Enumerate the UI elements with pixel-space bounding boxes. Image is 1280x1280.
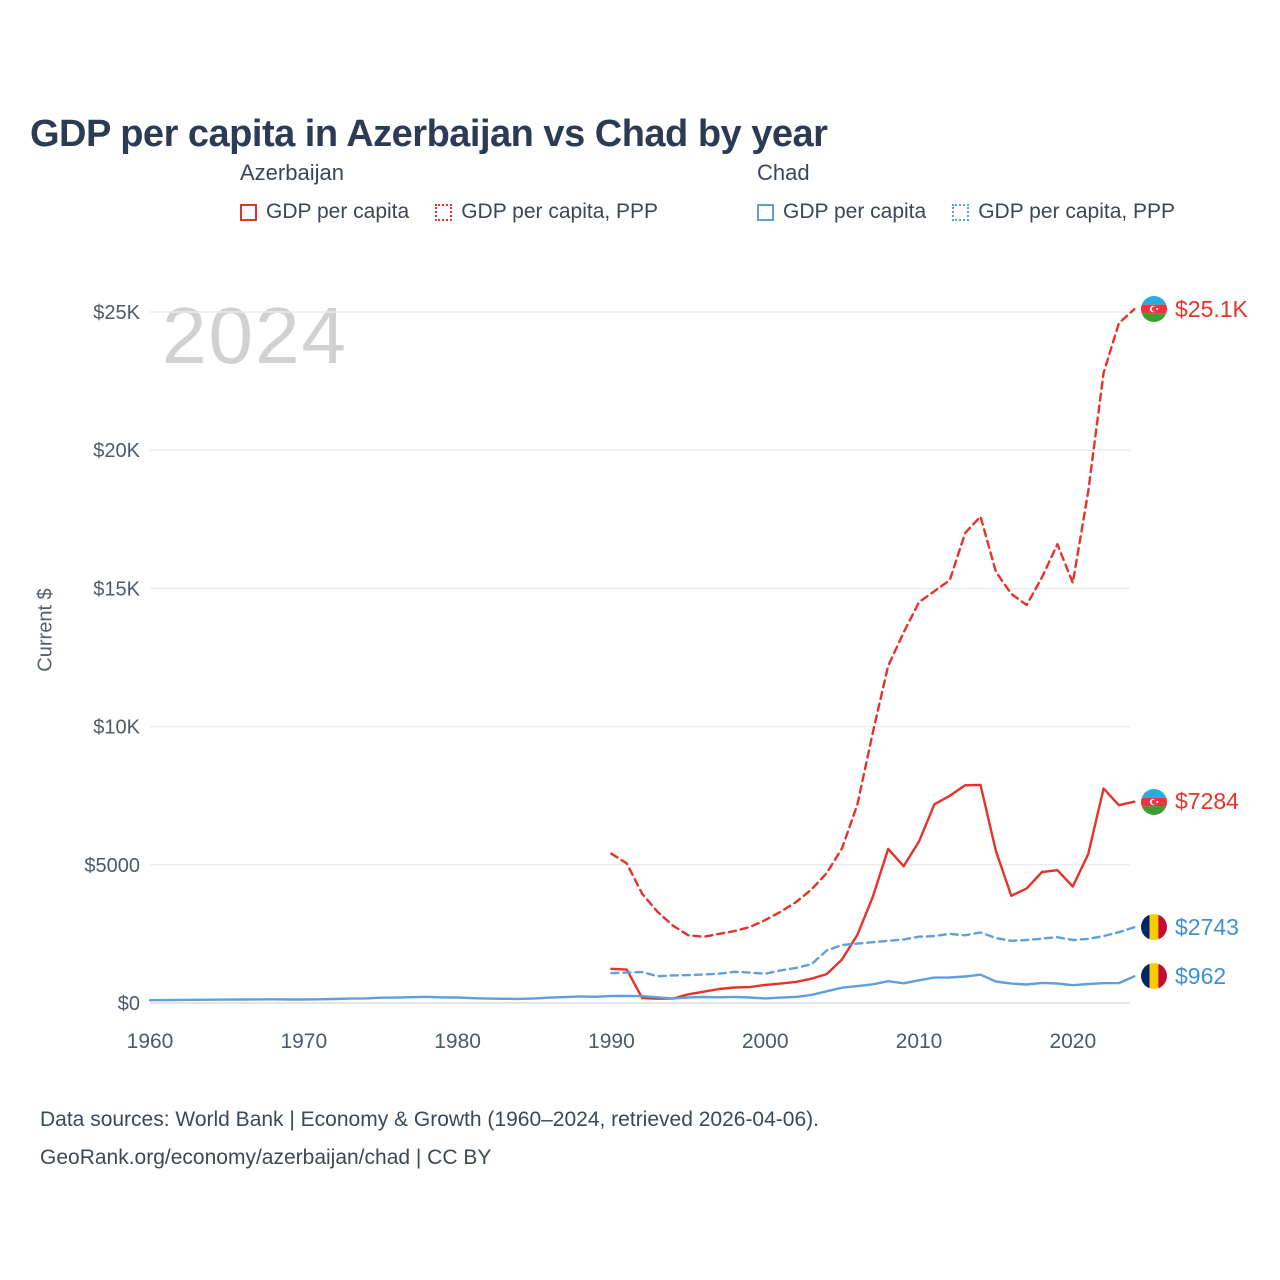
legend-item-chad-gdp-ppp[interactable]: GDP per capita, PPP — [952, 200, 1175, 224]
end-label-azerbaijan-gdp: $7284 — [1141, 787, 1239, 817]
legend-group-chad: Chad GDP per capita GDP per capita, PPP — [757, 160, 1175, 224]
legend-item-label: GDP per capita — [266, 200, 410, 223]
azerbaijan-flag-icon — [1141, 788, 1167, 815]
x-tick-label: 2010 — [896, 1030, 943, 1053]
series-line-azerbaijan-gdp-per-capita — [610, 783, 1136, 1000]
x-tick-label: 1990 — [588, 1030, 635, 1053]
year-watermark: 2024 — [162, 291, 348, 380]
series-line-azerbaijan-gdp-per-capita-ppp — [610, 308, 1136, 938]
end-label-chad-ppp: $2743 — [1141, 912, 1239, 942]
legend-items: GDP per capita GDP per capita, PPP — [240, 200, 658, 224]
y-tick-label: $25K — [93, 302, 140, 324]
dotted-line-swatch-icon — [952, 203, 970, 221]
series-end-value: $2743 — [1175, 913, 1239, 940]
legend-group-title: Chad — [757, 160, 810, 185]
end-label-azerbaijan-ppp: $25.1K — [1141, 294, 1248, 324]
x-tick-label: 1970 — [280, 1030, 327, 1053]
solid-line-swatch-icon — [757, 203, 774, 221]
solid-line-swatch-icon — [240, 203, 257, 221]
chad-flag-icon — [1141, 963, 1167, 990]
legend-group-title: Azerbaijan — [240, 160, 344, 185]
data-sources-text: Data sources: World Bank | Economy & Gro… — [40, 1108, 819, 1131]
series-line-chad-gdp-per-capita — [148, 973, 1136, 1002]
series-end-value: $962 — [1175, 962, 1227, 989]
y-tick-label: $10K — [93, 717, 140, 739]
legend-item-chad-gdp[interactable]: GDP per capita — [757, 200, 926, 224]
end-label-chad-gdp: $962 — [1141, 961, 1226, 991]
y-tick-label: $0 — [118, 993, 140, 1015]
y-tick-label: $15K — [93, 578, 140, 600]
legend-items: GDP per capita GDP per capita, PPP — [757, 200, 1175, 224]
attribution-link[interactable]: GeoRank.org/economy/azerbaijan/chad | CC… — [40, 1146, 492, 1169]
legend-item-azerbaijan-gdp-ppp[interactable]: GDP per capita, PPP — [435, 200, 658, 224]
y-tick-label: $5000 — [84, 855, 140, 877]
azerbaijan-flag-icon — [1141, 296, 1167, 323]
x-tick-label: 2020 — [1049, 1030, 1096, 1053]
series-line-chad-gdp-per-capita-ppp — [610, 926, 1136, 978]
x-tick-label: 2000 — [742, 1030, 789, 1053]
legend-item-label: GDP per capita, PPP — [978, 200, 1176, 223]
legend-group-azerbaijan: Azerbaijan GDP per capita GDP per capita… — [240, 160, 658, 224]
legend-item-label: GDP per capita — [783, 200, 927, 223]
x-tick-label: 1980 — [434, 1030, 481, 1053]
series-end-value: $7284 — [1175, 788, 1239, 815]
chad-flag-icon — [1141, 914, 1167, 941]
y-tick-label: $20K — [93, 440, 140, 462]
legend-item-label: GDP per capita, PPP — [461, 200, 659, 223]
legend-item-azerbaijan-gdp[interactable]: GDP per capita — [240, 200, 409, 224]
x-tick-label: 1960 — [127, 1030, 174, 1053]
dotted-line-swatch-icon — [435, 203, 453, 221]
series-end-value: $25.1K — [1175, 295, 1248, 322]
chart-title: GDP per capita in Azerbaijan vs Chad by … — [30, 113, 828, 156]
